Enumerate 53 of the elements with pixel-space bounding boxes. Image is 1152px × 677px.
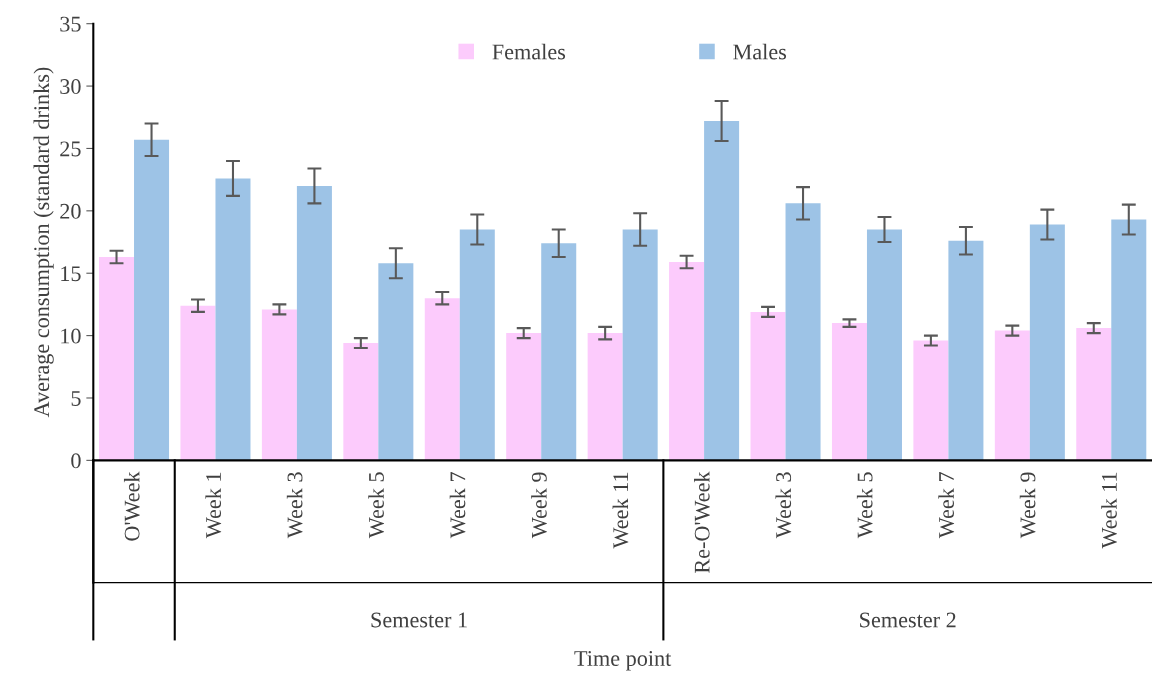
x-tick-label: Week 7 <box>449 472 466 539</box>
x-tick-label: Week 9 <box>1019 472 1036 539</box>
bar <box>378 263 414 461</box>
bar <box>948 240 984 461</box>
bar <box>831 323 867 461</box>
bar <box>994 330 1030 461</box>
bar <box>134 139 170 461</box>
y-axis-title: Average consumption (standard drinks) <box>33 67 54 418</box>
y-tick-label: 30 <box>60 79 81 94</box>
bar <box>1029 224 1065 461</box>
y-tick-label: 0 <box>71 453 81 469</box>
bar <box>622 229 658 461</box>
legend-label: Males <box>733 43 787 60</box>
x-tick-label: Week 1 <box>205 472 222 539</box>
x-tick-label: Week 5 <box>368 472 385 539</box>
x-tick-label: Re-O'Week <box>694 471 710 574</box>
y-tick-label: 25 <box>60 141 81 157</box>
x-tick-label: Week 7 <box>938 472 955 539</box>
legend-label: Females <box>492 43 566 60</box>
bar <box>343 343 379 461</box>
y-tick-label: 10 <box>61 328 81 344</box>
x-tick-label: Week 5 <box>856 472 873 539</box>
bar <box>215 178 251 461</box>
text: Semester 2 <box>860 612 956 628</box>
bar <box>261 309 297 461</box>
y-tick-label: 15 <box>61 266 81 282</box>
bar <box>99 257 135 461</box>
x-tick-label: Week 3 <box>775 472 792 539</box>
bar <box>704 121 740 461</box>
bar <box>541 243 577 461</box>
bar <box>424 298 460 461</box>
y-tick-label: 20 <box>60 203 81 219</box>
bar <box>296 185 332 461</box>
x-tick-label: Week 9 <box>531 472 547 539</box>
x-tick-label: Week 11 <box>1101 472 1117 549</box>
bar <box>913 340 949 461</box>
bar <box>459 229 495 461</box>
bar <box>1111 219 1147 461</box>
y-tick-label: 5 <box>71 391 81 406</box>
bar <box>750 311 786 461</box>
text: Semester 1 <box>371 612 467 628</box>
x-tick-label: O'Week <box>123 471 140 541</box>
bar <box>866 229 902 461</box>
bar <box>587 333 623 461</box>
x-tick-label: Week 11 <box>612 472 629 549</box>
x-axis-title: Time point <box>574 651 672 671</box>
bar <box>1076 328 1112 461</box>
bar <box>180 305 216 461</box>
x-tick-label: Week 3 <box>286 472 303 539</box>
bar <box>669 261 705 461</box>
bar <box>785 203 821 461</box>
y-tick-label: 35 <box>60 16 81 32</box>
bar <box>506 333 542 461</box>
